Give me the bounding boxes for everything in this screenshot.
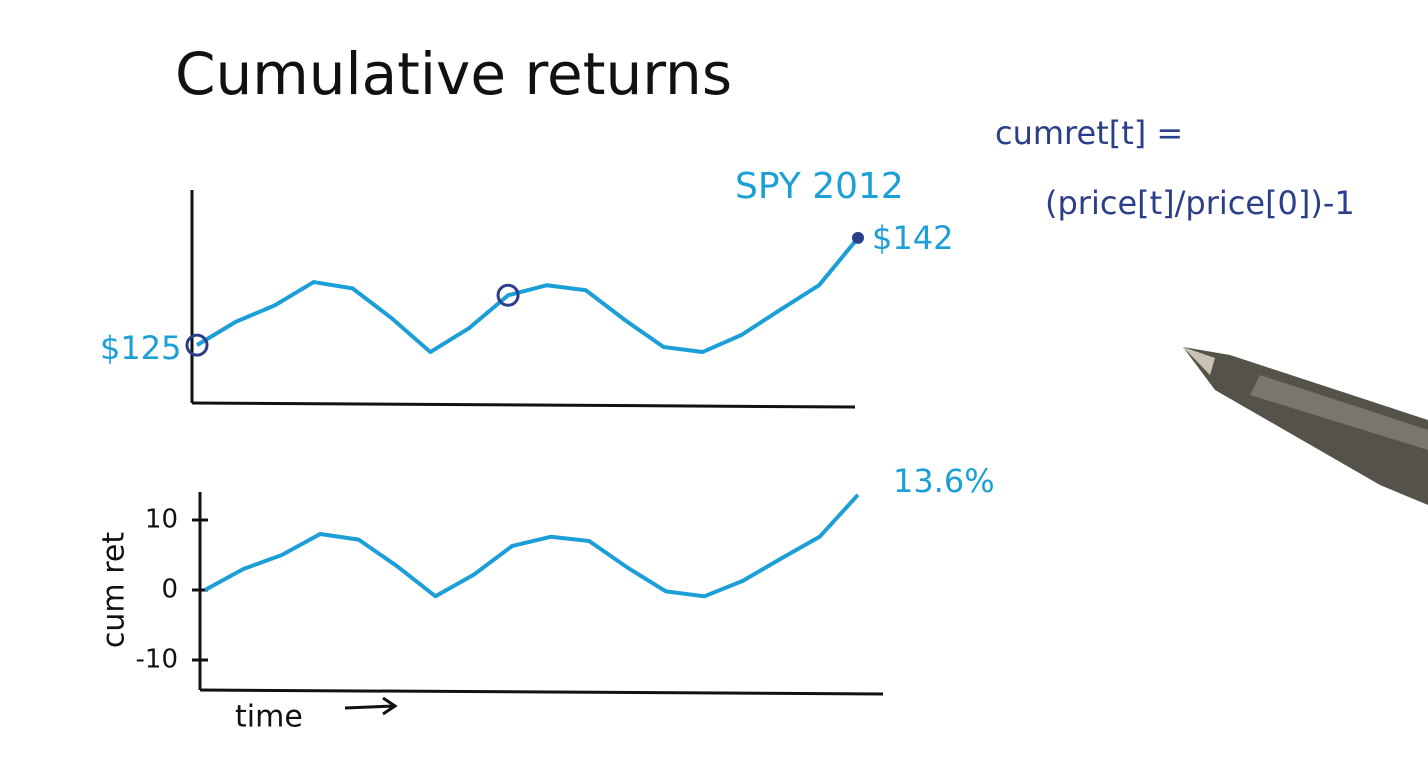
point-marker <box>852 231 864 244</box>
y-tick-label: -10 <box>136 645 178 675</box>
point-marker <box>185 333 209 357</box>
x-axis <box>191 401 856 409</box>
data-line <box>195 236 860 355</box>
point-marker <box>496 283 520 307</box>
value-label: 13.6% <box>893 462 995 500</box>
y-tick-label: 0 <box>161 575 178 605</box>
start-label: $125 <box>100 329 181 367</box>
data-line <box>204 493 860 599</box>
x-axis-label: time <box>235 700 303 735</box>
time-arrow <box>344 696 398 716</box>
pen <box>1183 347 1428 505</box>
y-axis-label: cum ret <box>97 532 132 648</box>
series-label: SPY 2012 <box>735 166 904 207</box>
y-tick-label: 10 <box>145 505 178 535</box>
formula: (price[t]/price[0])-1 <box>1045 184 1355 222</box>
formula: cumret[t] = <box>995 114 1183 152</box>
title: Cumulative returns <box>175 40 732 108</box>
x-axis <box>199 688 884 696</box>
end-label: $142 <box>872 219 953 257</box>
